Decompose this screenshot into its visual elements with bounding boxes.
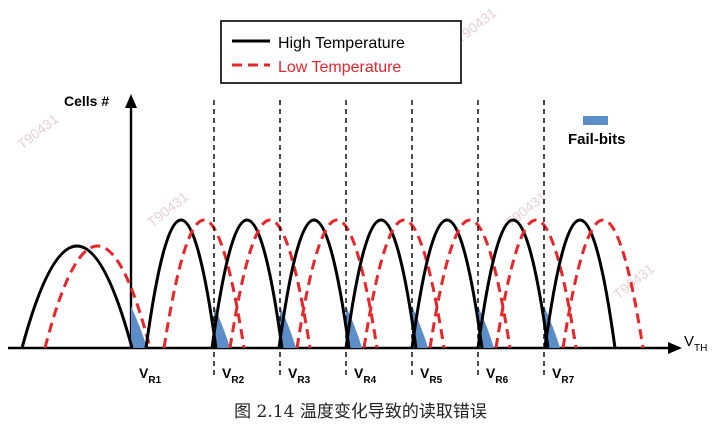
erase-state-high-curve bbox=[20, 244, 134, 349]
legend-low-label: Low Temperature bbox=[278, 59, 401, 76]
read-voltage-label: VR4 bbox=[354, 365, 377, 386]
watermark-text: T90431 bbox=[14, 110, 61, 152]
state-low-curve bbox=[162, 218, 246, 349]
read-voltage-label: VR6 bbox=[486, 365, 509, 386]
read-voltage-label: VR7 bbox=[552, 365, 575, 386]
watermark-text: T90431 bbox=[144, 188, 191, 230]
state-high-curve bbox=[210, 218, 284, 349]
state-high-curve bbox=[144, 218, 218, 349]
state-low-curve bbox=[494, 218, 578, 349]
y-axis-label: Cells # bbox=[64, 93, 109, 109]
state-low-curve bbox=[228, 218, 312, 349]
fail-bits-label: Fail-bits bbox=[568, 131, 626, 148]
state-high-curve bbox=[476, 218, 550, 349]
read-voltage-lines bbox=[213, 100, 545, 376]
state-low-curve bbox=[295, 218, 379, 349]
x-axis-label: VTH bbox=[684, 333, 707, 354]
erase-state-low-curve bbox=[43, 244, 152, 349]
state-high-curve bbox=[543, 218, 617, 349]
fail-bits-swatch bbox=[583, 116, 608, 125]
watermark-text: T90431 bbox=[610, 260, 657, 302]
distribution-curves bbox=[20, 218, 645, 349]
figure-caption: 图 2.14 温度变化导致的读取错误 bbox=[234, 402, 487, 422]
read-voltage-label: VR1 bbox=[139, 365, 162, 386]
read-voltage-label: VR3 bbox=[288, 365, 311, 386]
state-low-curve bbox=[362, 218, 446, 349]
y-axis-arrow bbox=[125, 94, 137, 108]
state-low-curve bbox=[428, 218, 512, 349]
legend-high-label: High Temperature bbox=[278, 35, 405, 52]
read-voltage-labels: VR1 VR2 VR3 VR4 VR5 VR6 VR7 bbox=[139, 365, 575, 386]
state-high-curve bbox=[277, 218, 351, 349]
fail-bit-region bbox=[131, 306, 147, 348]
legend-box bbox=[220, 20, 462, 84]
legend: High Temperature Low Temperature bbox=[220, 20, 462, 84]
state-high-curve bbox=[410, 218, 484, 349]
state-low-curve bbox=[561, 218, 645, 349]
x-axis-arrow bbox=[668, 342, 682, 354]
read-voltage-label: VR2 bbox=[222, 365, 245, 386]
read-voltage-label: VR5 bbox=[420, 365, 443, 386]
state-high-curve bbox=[344, 218, 418, 349]
